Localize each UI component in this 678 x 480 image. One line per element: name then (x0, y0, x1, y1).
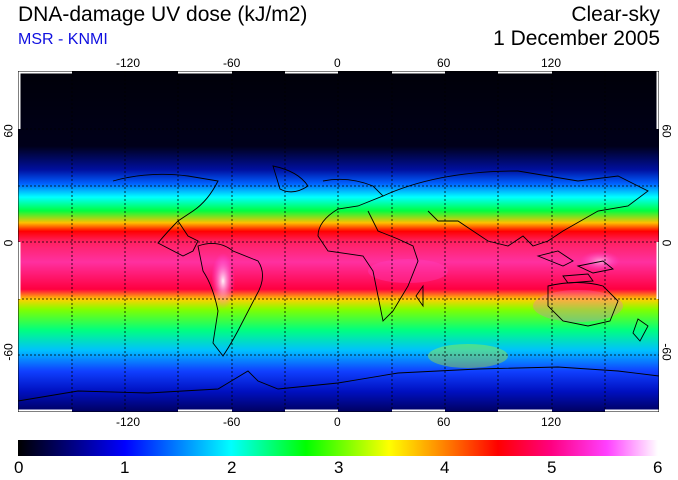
colorbar-label: 6 (653, 458, 663, 477)
lat-tick-right: 60 (659, 124, 674, 138)
lon-tick-bottom: -60 (223, 415, 241, 429)
sky-condition-label: Clear-sky (571, 3, 660, 26)
lat-tick-left: 0 (1, 239, 16, 247)
lon-tick-top: 60 (437, 56, 451, 70)
colorbar-label: 5 (547, 458, 557, 477)
map-title: DNA-damage UV dose (kJ/m2) (18, 3, 308, 26)
coastlines (18, 165, 659, 402)
date-label: 1 December 2005 (493, 27, 660, 50)
lon-tick-bottom: 60 (437, 415, 451, 429)
lon-tick-top: -120 (116, 56, 141, 70)
colorbar (18, 440, 658, 456)
lon-tick-bottom: 0 (334, 415, 341, 429)
colorbar-label: 4 (440, 458, 450, 477)
lon-tick-bottom: 120 (541, 415, 562, 429)
lon-tick-top: -60 (223, 56, 241, 70)
graticule (18, 71, 659, 412)
lat-tick-left: 60 (1, 124, 16, 138)
lon-tick-top: 120 (541, 56, 562, 70)
uv-dose-map (18, 71, 659, 412)
lon-tick-top: 0 (334, 56, 341, 70)
colorbar-label: 3 (334, 458, 344, 477)
lat-tick-right: 0 (659, 239, 674, 247)
colorbar-label: 1 (120, 458, 130, 477)
credit-label: MSR - KNMI (18, 31, 108, 48)
lat-tick-right: -60 (659, 343, 674, 361)
lon-tick-bottom: -120 (116, 415, 141, 429)
colorbar-label: 2 (227, 458, 237, 477)
lat-tick-left: -60 (1, 343, 16, 361)
colorbar-label: 0 (14, 458, 24, 477)
